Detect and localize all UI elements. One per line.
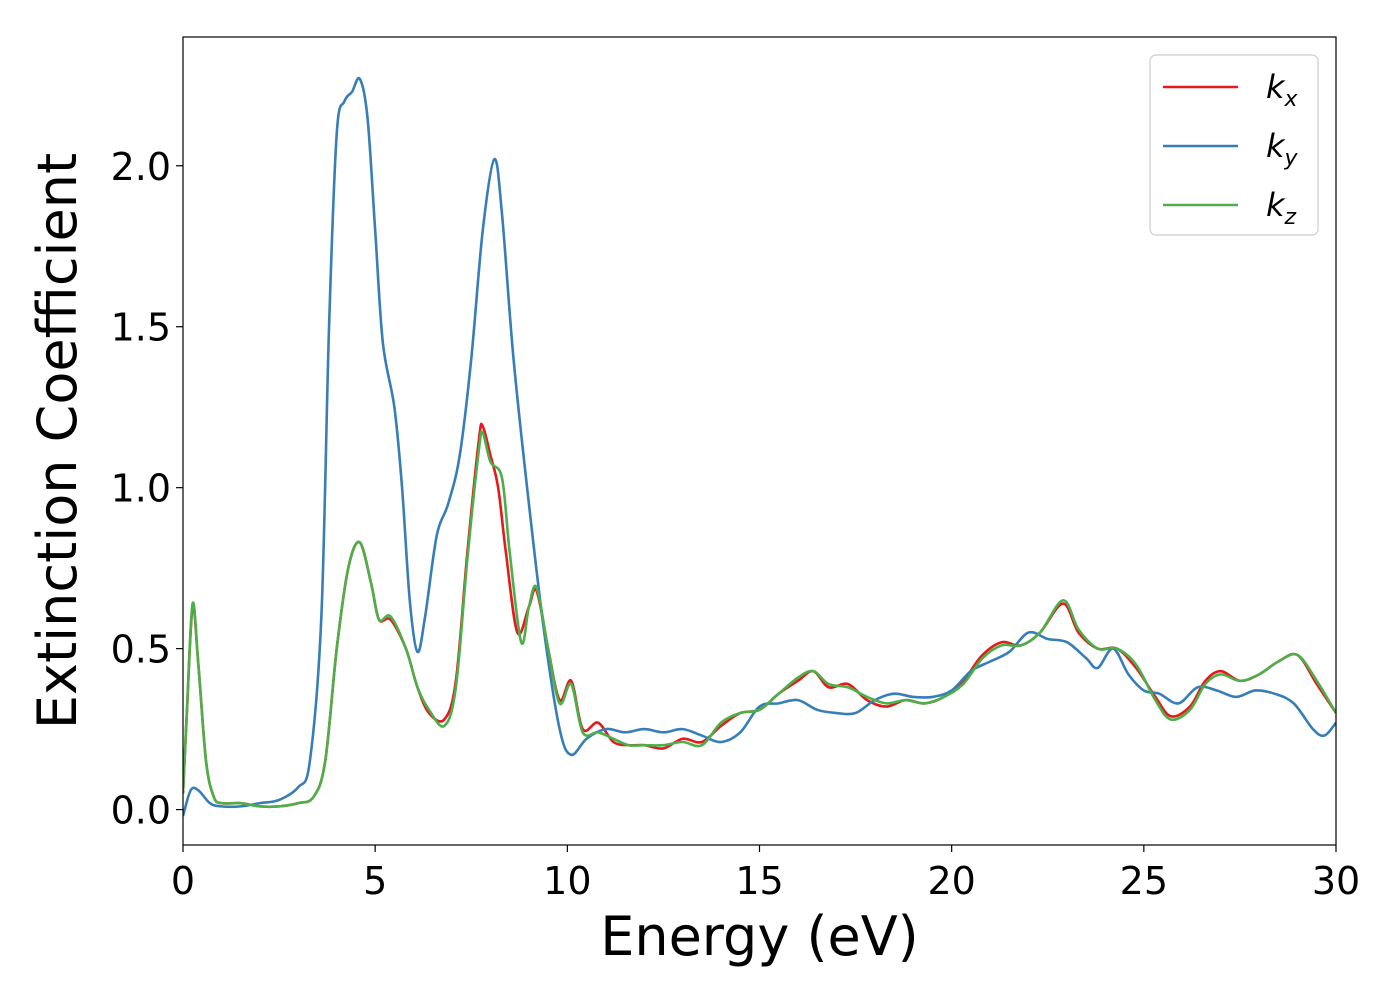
x-axis: 0 5 10 15 20 25 30: [171, 845, 1360, 903]
y-tick-label: 1.5: [111, 306, 171, 350]
series-line-kx: [183, 422, 1336, 809]
x-tick-label: 30: [1312, 859, 1360, 903]
y-tick-label: 2.0: [111, 145, 171, 189]
x-tick-label: 0: [171, 859, 195, 903]
legend-label: kx: [1266, 68, 1299, 112]
y-tick-label: 0.5: [111, 628, 171, 672]
series-lines: [183, 76, 1336, 817]
y-tick-label: 0.0: [111, 789, 171, 833]
x-axis-title: Energy (eV): [600, 905, 919, 968]
legend-label: ky: [1266, 127, 1299, 171]
y-axis: 0.0 0.5 1.0 1.5 2.0: [111, 145, 183, 833]
x-tick-label: 5: [363, 859, 387, 903]
series-line-ky: [183, 76, 1336, 817]
y-tick-label: 1.0: [111, 467, 171, 511]
y-axis-title: Extinction Coefficient: [26, 153, 89, 729]
legend-label: kz: [1266, 186, 1297, 230]
series-line-kz: [183, 430, 1336, 809]
x-tick-label: 25: [1120, 859, 1168, 903]
x-tick-label: 15: [735, 859, 783, 903]
x-tick-label: 10: [543, 859, 591, 903]
legend: kx ky kz: [1149, 54, 1319, 236]
x-tick-label: 20: [927, 859, 975, 903]
